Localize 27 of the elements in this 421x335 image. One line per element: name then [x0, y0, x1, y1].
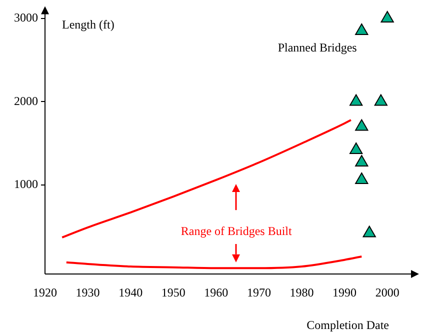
- point: [350, 142, 363, 154]
- x-tick-label: 1940: [118, 285, 143, 300]
- point: [374, 94, 388, 106]
- x-tick-label: 1980: [290, 285, 314, 300]
- point: [355, 154, 368, 166]
- point: [380, 11, 394, 23]
- y-tick-label: 2000: [14, 94, 38, 108]
- x-tick-label: 1930: [76, 285, 100, 300]
- x-tick-label: 1920: [33, 285, 57, 300]
- x-axis-title: Completion Date: [306, 318, 389, 332]
- x-tick-label: 1970: [246, 285, 271, 300]
- x-tick-label: 2000: [375, 285, 400, 300]
- x-tick-label: 1950: [161, 285, 186, 300]
- line-series: [65, 256, 363, 270]
- x-tick-label: 1990: [332, 285, 357, 300]
- point: [362, 226, 376, 238]
- point: [355, 172, 368, 184]
- point: [355, 119, 368, 131]
- annotation: Planned Bridges: [278, 40, 358, 55]
- y-tick-label: 3000: [14, 10, 38, 25]
- point: [355, 24, 368, 36]
- y-axis-title: Length (ft): [62, 17, 114, 32]
- y-tick-label: 1000: [14, 177, 38, 192]
- x-tick-label: 1960: [204, 285, 228, 300]
- annotation: Range of Bridges Built: [180, 224, 293, 238]
- line-series: [61, 119, 352, 238]
- point: [350, 94, 363, 106]
